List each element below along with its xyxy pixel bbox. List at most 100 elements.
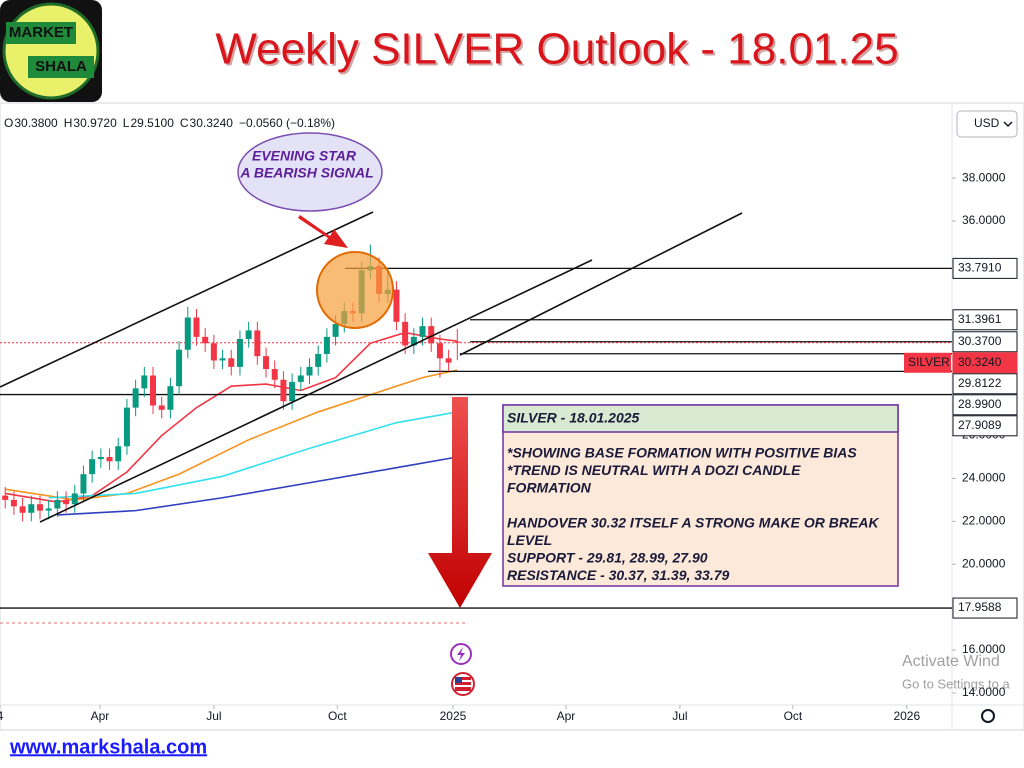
candle-body (289, 381, 296, 402)
legend-label: O (4, 116, 13, 130)
price-tag (952, 309, 1018, 331)
candle-body (402, 321, 409, 346)
price-tag-label: 33.7910 (958, 261, 1002, 275)
y-tick-label: 38.0000 (962, 170, 1006, 184)
annotation-bubble (237, 132, 383, 212)
legend-value: 30.9720 (73, 116, 117, 130)
x-tick-label: Jul (672, 709, 687, 723)
candle-body (28, 504, 35, 513)
candle-body (332, 323, 339, 337)
candle-body (436, 343, 443, 359)
price-tag (952, 352, 1018, 374)
title-shadow: Weekly SILVER Outlook - 18.01.25 (217, 27, 900, 76)
candle-body (184, 317, 191, 350)
x-tick-label: 2026 (893, 709, 920, 723)
candle-body (176, 349, 183, 387)
annotation-text: EVENING STAR (252, 148, 357, 164)
candle-body (428, 326, 435, 344)
flag-glyph (455, 677, 471, 691)
candle-body (263, 356, 270, 370)
down-arrow (428, 397, 492, 608)
moving-average (5, 331, 458, 503)
analysis-line: SUPPORT - 29.81, 28.99, 27.90 (507, 550, 708, 566)
event-icon-glyph (457, 647, 465, 661)
candle-body (419, 326, 426, 337)
moving-average (57, 456, 458, 516)
candle-body (219, 358, 226, 361)
analysis-line: RESISTANCE - 30.37, 31.39, 33.79 (507, 567, 730, 583)
price-tag-label: 30.3700 (958, 334, 1002, 348)
candle-body (280, 379, 287, 402)
candle-body (254, 330, 261, 357)
y-tick-label: 22.0000 (962, 514, 1006, 528)
candle-body (306, 366, 313, 376)
logo-text: MARKET (9, 24, 73, 41)
x-tick-label: 2025 (440, 709, 467, 723)
candle-body (271, 369, 278, 380)
candle-body (54, 499, 61, 509)
legend-label: C (180, 116, 189, 130)
x-tick-label: Oct (784, 709, 803, 723)
candle-body (150, 375, 157, 406)
candle-body (132, 388, 139, 408)
price-tag (952, 597, 1018, 619)
candle-body (19, 506, 26, 513)
watermark: Go to Settings to a (902, 676, 1010, 691)
watermark: Activate Wind (902, 653, 1000, 670)
x-tick-label: Apr (557, 709, 576, 723)
legend-value: 29.5100 (130, 116, 174, 130)
website-link[interactable]: www.markshala.com (9, 736, 207, 758)
currency-button[interactable] (956, 110, 1018, 138)
candle-body (97, 456, 104, 460)
candle-body (393, 289, 400, 322)
annotation-arrow (298, 215, 348, 248)
x-tick-label: 4 (0, 709, 4, 723)
price-tag-label: 28.9900 (958, 397, 1002, 411)
candle-body (410, 336, 417, 346)
candle-body (445, 358, 452, 363)
price-tag (952, 394, 1018, 416)
candle-body (454, 341, 461, 343)
highlight-circle (316, 251, 394, 329)
candle-body (245, 330, 252, 339)
candle-body (45, 508, 52, 511)
candle-body (123, 407, 130, 447)
legend-label: L (123, 116, 130, 130)
candle-body (158, 405, 165, 410)
y-tick-label: 20.0000 (962, 556, 1006, 570)
legend-label: H (64, 116, 73, 130)
candle-body (2, 495, 9, 500)
price-tag-label: 17.9588 (958, 600, 1002, 614)
dropdown-icon (1003, 121, 1013, 128)
channel-lines (0, 211, 743, 523)
ohlc-legend: O 30.3800 H 30.9720 L 29.5100 C 30.3240 −0.0560 … (4, 116, 335, 130)
candle-body (36, 504, 43, 511)
price-tag (952, 415, 1018, 437)
candle-body (115, 446, 122, 462)
candle-body (141, 375, 148, 389)
analysis-line: LEVEL (507, 532, 552, 548)
analysis-title: SILVER - 18.01.2025 (507, 410, 640, 426)
analysis-line: HANDOVER 30.32 ITSELF A STRONG MAKE OR B… (507, 515, 879, 531)
analysis-line: FORMATION (507, 480, 592, 496)
logo-text: SHALA (35, 58, 87, 75)
candle-body (63, 499, 70, 505)
price-tag-label: 27.9089 (958, 418, 1002, 432)
moving-average (48, 411, 458, 499)
candle-body (210, 343, 217, 361)
candle-body (323, 336, 330, 355)
price-tag-label: 30.3240 (958, 355, 1002, 369)
y-tick-label: 36.0000 (962, 213, 1006, 227)
candle-body (167, 386, 174, 410)
candle-body (89, 459, 96, 475)
analysis-box: SILVER - 18.01.2025 *SHOWING BASE FORMAT… (502, 404, 899, 587)
price-tag-label: 29.8122 (958, 376, 1002, 390)
y-tick-label: 14.0000 (962, 685, 1006, 699)
price-tag-label: 31.3961 (958, 312, 1002, 326)
settings-icon[interactable] (981, 709, 995, 723)
candle-body (228, 358, 235, 367)
y-tick-label: 16.0000 (962, 642, 1006, 656)
price-tag (952, 257, 1018, 279)
